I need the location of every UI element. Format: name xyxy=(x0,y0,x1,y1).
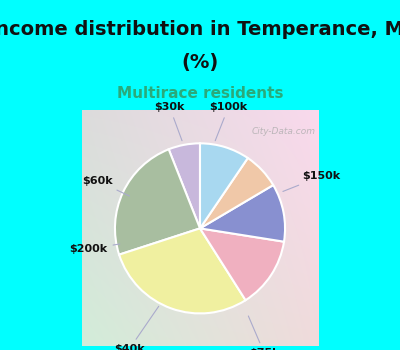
Text: $150k: $150k xyxy=(283,172,340,191)
Wedge shape xyxy=(200,185,285,242)
Text: $30k: $30k xyxy=(154,103,185,141)
Text: (%): (%) xyxy=(181,53,219,72)
Wedge shape xyxy=(115,149,200,255)
Text: Income distribution in Temperance, MI: Income distribution in Temperance, MI xyxy=(0,20,400,39)
Wedge shape xyxy=(200,158,273,228)
Text: $60k: $60k xyxy=(83,176,130,196)
Text: City-Data.com: City-Data.com xyxy=(252,127,316,136)
Wedge shape xyxy=(169,143,200,228)
Wedge shape xyxy=(119,228,246,313)
Text: $200k: $200k xyxy=(70,244,120,254)
Wedge shape xyxy=(200,228,284,300)
Text: $100k: $100k xyxy=(209,103,248,141)
Text: $75k: $75k xyxy=(248,316,280,350)
Text: $40k: $40k xyxy=(114,306,159,350)
Wedge shape xyxy=(200,143,248,228)
Text: Multirace residents: Multirace residents xyxy=(117,86,283,102)
